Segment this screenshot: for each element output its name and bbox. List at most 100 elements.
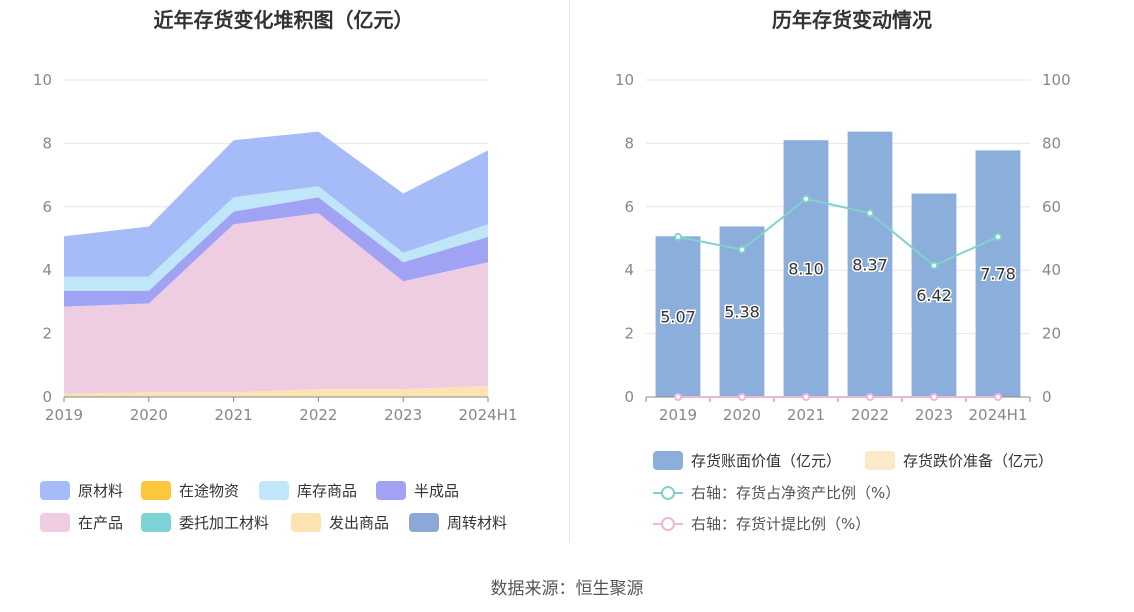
y2-tick-label: 20: [1042, 325, 1061, 343]
bar: [847, 131, 893, 397]
x-tick-label: 2023: [915, 406, 953, 424]
net-asset-ratio-point: [866, 209, 874, 218]
bar-value-label: 7.78: [980, 265, 1016, 284]
y2-tick-label: 100: [1042, 71, 1071, 89]
bar: [783, 140, 829, 398]
x-tick-label: 2024H1: [969, 406, 1028, 424]
x-tick-label: 2024H1: [459, 406, 518, 424]
legend-swatch: [40, 481, 70, 500]
legend-item[interactable]: 发出商品: [291, 512, 389, 533]
legend-item[interactable]: 库存商品: [259, 480, 357, 501]
provision-ratio-point: [866, 393, 874, 401]
legend-label: 原材料: [78, 482, 124, 500]
y-tick-label: 0: [624, 388, 634, 406]
legend-swatch: [40, 513, 70, 532]
y-tick-label: 4: [42, 261, 52, 279]
y-tick-label: 6: [624, 198, 634, 216]
area-3: [64, 186, 488, 291]
right-chart-panel: 历年存货变动情况 0 2 4 6 8 10 0 20 40 60 80 100 5.07 5.38 8.10…: [570, 0, 1134, 540]
x-tick-label: 2020: [130, 406, 168, 424]
legend-item[interactable]: 在途物资: [141, 480, 239, 501]
legend-marker: [661, 486, 675, 500]
legend-item[interactable]: 半成品: [376, 480, 459, 501]
legend-swatch: [653, 483, 683, 502]
data-source: 数据来源：恒生聚源: [490, 579, 644, 599]
legend-swatch: [141, 481, 171, 500]
y-tick-label: 6: [42, 198, 52, 216]
provision-ratio-point: [994, 393, 1002, 401]
y-tick-label: 2: [624, 325, 634, 343]
x-tick-label: 2021: [787, 406, 825, 424]
legend-item[interactable]: 存货跌价准备（亿元）: [865, 450, 1053, 471]
legend-label: 在产品: [78, 514, 124, 532]
area-4: [64, 131, 488, 277]
legend-item[interactable]: 周转材料: [409, 512, 507, 533]
legend-label: 右轴：存货计提比例（%）: [691, 515, 871, 533]
x-tick-label: 2022: [299, 406, 337, 424]
legend-swatch: [409, 513, 439, 532]
legend-item[interactable]: 存货账面价值（亿元）: [653, 450, 841, 471]
bar: [719, 226, 765, 397]
area-1: [64, 213, 488, 394]
left-chart-title: 近年存货变化堆积图（亿元）: [153, 8, 414, 32]
legend-label: 发出商品: [329, 514, 390, 532]
stacked-area-chart: 0 2 4 6 8 10 2019 2020 2021 2022 2023 2024H1: [33, 71, 518, 424]
x-tick-label: 2022: [851, 406, 889, 424]
y2-tick-label: 40: [1042, 261, 1061, 279]
y2-tick-label: 0: [1042, 388, 1052, 406]
net-asset-ratio-point: [802, 194, 810, 203]
legend-item[interactable]: 右轴：存货占净资产比例（%）: [653, 482, 900, 503]
legend-label: 在途物资: [179, 482, 240, 500]
net-asset-ratio-line: [677, 197, 999, 267]
legend-item[interactable]: 原材料: [40, 480, 123, 501]
legend-label: 库存商品: [297, 482, 358, 500]
y2-tick-label: 60: [1042, 198, 1061, 216]
y-tick-label: 10: [33, 71, 52, 89]
legend-label: 存货跌价准备（亿元）: [903, 452, 1054, 470]
net-asset-ratio-point: [994, 232, 1002, 241]
y-tick-label: 0: [42, 388, 52, 406]
legend-swatch: [259, 481, 289, 500]
left-chart-panel: 近年存货变化堆积图（亿元） 0 2 4 6 8 10 2019 2020 2021 2022 202…: [0, 0, 567, 540]
provision-ratio-point: [930, 393, 938, 401]
right-chart-title: 历年存货变动情况: [772, 8, 932, 32]
legend-label: 存货账面价值（亿元）: [691, 452, 842, 470]
legend-swatch: [653, 514, 683, 533]
panel-divider: [569, 0, 570, 542]
x-tick-label: 2019: [45, 406, 83, 424]
legend-swatch: [653, 451, 683, 470]
y-tick-label: 2: [42, 325, 52, 343]
provision-ratio-point: [738, 393, 746, 401]
net-asset-ratio-point: [674, 232, 682, 241]
legend-marker: [661, 517, 675, 531]
x-tick-label: 2021: [215, 406, 253, 424]
provision-ratio-point: [802, 393, 810, 401]
net-asset-ratio-point: [930, 261, 938, 270]
x-tick-label: 2019: [659, 406, 697, 424]
legend-item[interactable]: 在产品: [40, 512, 123, 533]
y-tick-label: 10: [615, 71, 634, 89]
bar: [655, 236, 701, 397]
bar: [911, 193, 957, 397]
bar-value-label: 5.07: [660, 308, 696, 327]
x-tick-label: 2020: [723, 406, 761, 424]
bar-value-label: 6.42: [916, 286, 952, 305]
bar: [975, 150, 1021, 397]
net-asset-ratio-point: [738, 245, 746, 254]
y-tick-label: 4: [624, 261, 634, 279]
legend-swatch: [141, 513, 171, 532]
legend-label: 委托加工材料: [179, 514, 270, 532]
provision-ratio-point: [674, 393, 682, 401]
legend-item[interactable]: 委托加工材料: [141, 512, 269, 533]
x-tick-label: 2023: [384, 406, 422, 424]
bar-value-label: 8.10: [788, 260, 824, 279]
y2-tick-label: 80: [1042, 134, 1061, 152]
legend-swatch: [376, 481, 406, 500]
area-2: [64, 197, 488, 307]
legend-label: 右轴：存货占净资产比例（%）: [691, 484, 901, 502]
y-tick-label: 8: [624, 134, 634, 152]
legend-item[interactable]: 右轴：存货计提比例（%）: [653, 513, 870, 534]
legend-label: 半成品: [414, 482, 460, 500]
legend-swatch: [291, 513, 321, 532]
